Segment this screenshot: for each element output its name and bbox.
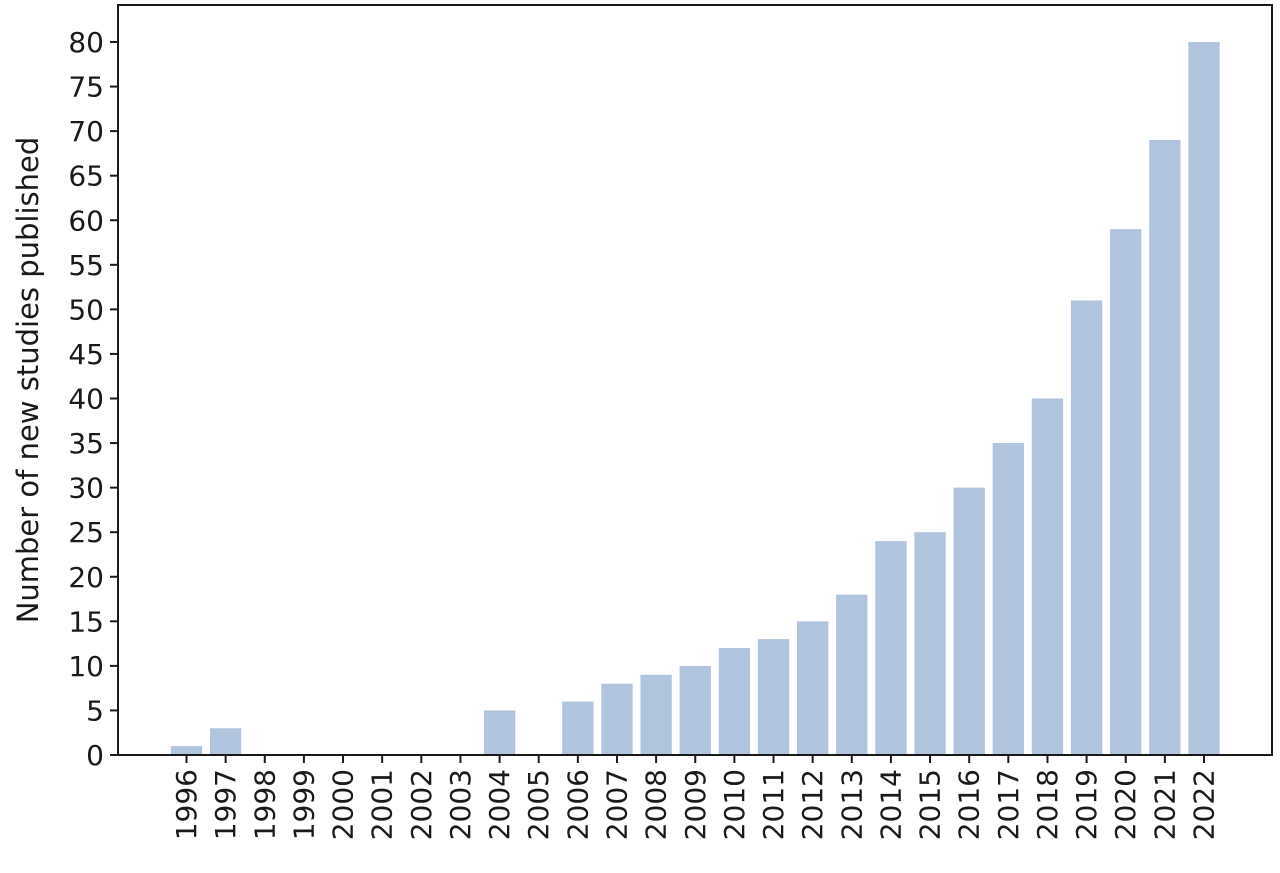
bar-2009 (679, 665, 711, 756)
x-tick-label-2009: 2009 (679, 769, 712, 840)
x-tick-label-2016: 2016 (953, 769, 986, 840)
x-tick-label-2018: 2018 (1031, 769, 1064, 840)
x-tick-label-2005: 2005 (522, 769, 555, 840)
bar-2014 (875, 541, 907, 755)
x-tick-label-2019: 2019 (1070, 769, 1103, 840)
x-tick-label-2006: 2006 (561, 769, 594, 840)
bar-2018 (1031, 398, 1064, 755)
y-tick-label-5: 5 (86, 694, 104, 727)
bar-1996 (170, 746, 203, 755)
bar-2010 (718, 648, 751, 755)
x-tick-label-2017: 2017 (992, 769, 1025, 840)
x-tick-label-2000: 2000 (327, 769, 360, 840)
x-tick-label-2001: 2001 (366, 769, 399, 840)
y-tick-label-40: 40 (68, 383, 104, 416)
x-tick-label-2003: 2003 (444, 769, 477, 840)
x-tick-label-2015: 2015 (914, 769, 947, 840)
x-axis: 1996 1997 1998 1999 2000 2001 2002 2003 2004 2005… (170, 755, 1221, 840)
bar-2019 (1070, 300, 1103, 755)
bar-2017 (992, 443, 1024, 755)
x-tick-label-2014: 2014 (874, 769, 907, 840)
x-tick-label-2008: 2008 (640, 769, 673, 840)
y-tick-label-60: 60 (68, 204, 104, 237)
y-tick-label-75: 75 (68, 71, 104, 104)
bar-2007 (601, 683, 633, 755)
y-tick-label-55: 55 (68, 249, 104, 282)
x-tick-label-2021: 2021 (1148, 769, 1181, 840)
bar-2015 (914, 532, 946, 755)
bar-2006 (562, 701, 594, 755)
y-axis: 0 5 10 15 20 25 30 35 40 45 50 55 60 65 70 75 80 (68, 26, 118, 772)
bar-2008 (640, 674, 672, 755)
x-tick-label-1997: 1997 (209, 769, 242, 840)
x-tick-label-2011: 2011 (757, 769, 790, 840)
x-tick-label-2007: 2007 (600, 769, 633, 840)
x-tick-label-2010: 2010 (718, 769, 751, 840)
x-tick-label-1999: 1999 (287, 769, 320, 840)
y-tick-label-80: 80 (68, 26, 104, 59)
bar-2022 (1188, 42, 1220, 755)
y-tick-label-65: 65 (68, 160, 104, 193)
bars-layer (170, 42, 1220, 756)
bar-2021 (1149, 140, 1181, 756)
x-tick-label-2002: 2002 (405, 769, 438, 840)
x-tick-label-2004: 2004 (483, 769, 516, 840)
y-tick-label-45: 45 (68, 338, 104, 371)
y-tick-label-25: 25 (68, 516, 104, 549)
y-tick-label-0: 0 (86, 739, 104, 772)
y-axis-label: Number of new studies published (11, 137, 45, 624)
x-tick-label-1998: 1998 (248, 769, 281, 840)
x-tick-label-2012: 2012 (796, 769, 829, 840)
x-tick-label-1996: 1996 (170, 769, 203, 840)
bar-2011 (757, 639, 790, 755)
x-tick-label-2013: 2013 (835, 769, 868, 840)
y-tick-label-70: 70 (68, 115, 104, 148)
x-tick-label-2020: 2020 (1109, 769, 1142, 840)
bar-2013 (836, 594, 868, 755)
x-tick-label-2022: 2022 (1188, 769, 1221, 840)
y-tick-label-15: 15 (68, 605, 104, 638)
bar-2016 (953, 487, 985, 756)
y-tick-label-50: 50 (68, 293, 104, 326)
plot-frame (117, 4, 1273, 756)
bar-1997 (209, 728, 242, 755)
y-tick-label-10: 10 (68, 650, 104, 683)
y-tick-label-20: 20 (68, 561, 104, 594)
bar-2004 (483, 710, 516, 755)
bar-2020 (1110, 229, 1142, 755)
y-tick-label-35: 35 (68, 427, 104, 460)
y-tick-label-30: 30 (68, 472, 104, 505)
bar-2012 (797, 621, 829, 755)
